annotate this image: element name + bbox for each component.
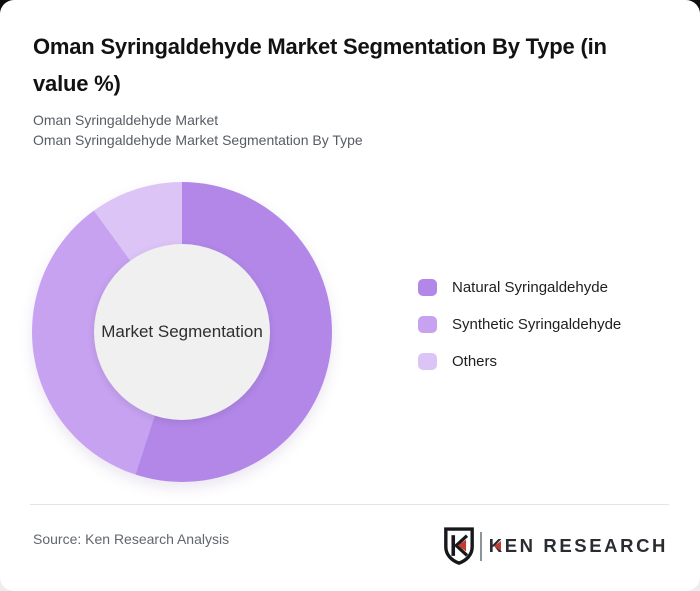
chart-subtitle-line-1: Oman Syringaldehyde Market xyxy=(33,112,219,128)
ken-research-shield-icon xyxy=(443,527,474,565)
legend-swatch xyxy=(418,279,437,296)
chart-legend: Natural Syringaldehyde Synthetic Syringal… xyxy=(418,279,621,390)
page-title: Oman Syringaldehyde Market Segmentation … xyxy=(33,34,607,96)
legend-swatch xyxy=(418,353,437,370)
donut-hole: Market Segmentation xyxy=(94,244,270,420)
legend-item[interactable]: Synthetic Syringaldehyde xyxy=(418,316,621,333)
legend-label: Others xyxy=(452,353,498,370)
chart-subtitle: Oman Syringaldehyde Market Oman Syringal… xyxy=(33,110,363,150)
ken-research-logo: KEN RESEARCH xyxy=(443,527,668,565)
donut-center-label: Market Segmentation xyxy=(101,322,263,341)
logo-red-accent xyxy=(494,541,502,551)
source-note: Source: Ken Research Analysis xyxy=(33,531,230,547)
legend-label: Synthetic Syringaldehyde xyxy=(452,316,622,333)
legend-swatch xyxy=(418,316,437,333)
legend-item[interactable]: Others xyxy=(418,353,621,370)
logo-divider xyxy=(479,531,482,561)
footer-divider xyxy=(30,504,669,505)
chart-subtitle-line-2: Oman Syringaldehyde Market Segmentation … xyxy=(33,132,363,148)
donut-chart[interactable]: Market Segmentation xyxy=(32,182,332,482)
legend-label: Natural Syringaldehyde xyxy=(452,279,608,296)
logo-brand-text: KEN RESEARCH xyxy=(488,535,668,556)
legend-item[interactable]: Natural Syringaldehyde xyxy=(418,279,621,296)
